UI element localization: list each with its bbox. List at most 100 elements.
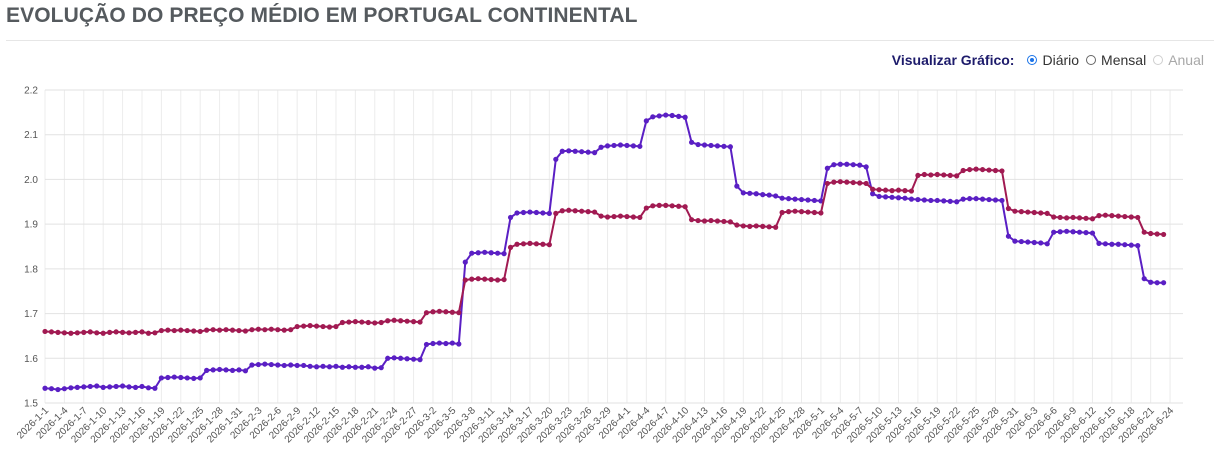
data-point xyxy=(954,199,960,205)
data-point xyxy=(320,323,326,330)
data-point xyxy=(1096,240,1102,246)
data-point xyxy=(844,179,850,185)
data-point xyxy=(339,364,346,370)
data-point xyxy=(1102,212,1109,218)
data-point xyxy=(928,197,934,204)
data-point xyxy=(656,202,662,208)
data-point xyxy=(1025,209,1031,215)
data-point xyxy=(889,194,895,200)
data-point xyxy=(598,213,604,219)
data-point xyxy=(1096,213,1102,219)
data-point xyxy=(443,309,449,315)
data-point xyxy=(1148,230,1154,237)
data-point xyxy=(423,310,430,316)
data-point xyxy=(417,357,423,363)
data-point xyxy=(992,197,999,203)
data-point xyxy=(876,193,882,200)
radio-mensal[interactable] xyxy=(1086,55,1097,65)
data-point xyxy=(495,277,501,283)
data-point xyxy=(184,327,190,334)
data-point xyxy=(352,319,358,325)
data-point xyxy=(249,327,255,333)
data-point xyxy=(604,143,611,149)
data-point xyxy=(908,196,915,202)
data-point xyxy=(824,180,830,187)
radio-option-diario[interactable]: Diário xyxy=(1027,52,1079,68)
data-point xyxy=(934,171,940,178)
data-point xyxy=(313,364,320,370)
data-point xyxy=(326,324,333,330)
data-point xyxy=(346,364,352,370)
data-point xyxy=(527,240,533,246)
data-point xyxy=(158,327,164,334)
data-point xyxy=(242,328,249,334)
data-point xyxy=(365,364,371,370)
data-point xyxy=(895,195,902,201)
data-point xyxy=(870,186,876,192)
data-point xyxy=(398,318,404,324)
data-point xyxy=(255,361,261,368)
data-point xyxy=(850,179,856,186)
data-point xyxy=(1109,213,1115,219)
data-point xyxy=(171,374,177,380)
data-point xyxy=(999,197,1005,204)
y-tick-label: 1.5 xyxy=(24,399,38,410)
data-point xyxy=(229,367,236,373)
data-point xyxy=(682,114,688,120)
data-point xyxy=(288,327,294,333)
data-point xyxy=(507,244,514,250)
data-point xyxy=(721,218,727,225)
radio-mensal-label: Mensal xyxy=(1101,52,1147,68)
data-point xyxy=(501,251,507,257)
data-point xyxy=(747,190,753,196)
data-point xyxy=(1115,241,1121,247)
page-title: EVOLUÇÃO DO PREÇO MÉDIO EM PORTUGAL CONT… xyxy=(6,4,638,27)
data-point xyxy=(650,203,656,209)
data-point xyxy=(423,341,430,348)
data-point xyxy=(87,329,93,335)
data-point xyxy=(766,192,772,198)
radio-option-mensal[interactable]: Mensal xyxy=(1086,52,1146,68)
radio-diario[interactable] xyxy=(1027,55,1038,65)
data-point xyxy=(236,327,242,334)
data-point xyxy=(902,188,908,194)
data-point xyxy=(960,167,966,174)
data-point xyxy=(385,355,391,361)
data-point xyxy=(870,191,876,197)
data-point xyxy=(158,375,164,381)
view-label: Visualizar Gráfico: xyxy=(891,52,1015,68)
data-point xyxy=(721,143,727,149)
data-point xyxy=(204,327,210,333)
data-point xyxy=(967,196,973,202)
data-point xyxy=(714,218,721,224)
data-point xyxy=(475,250,481,256)
data-point xyxy=(637,143,643,149)
data-point xyxy=(999,168,1005,174)
data-point xyxy=(753,191,759,197)
data-point xyxy=(307,363,313,369)
data-point xyxy=(533,209,540,216)
data-point xyxy=(527,209,533,215)
data-point xyxy=(165,374,171,381)
data-point xyxy=(339,319,346,326)
data-point xyxy=(1031,239,1037,246)
data-point xyxy=(973,166,979,172)
data-point xyxy=(1083,215,1089,221)
data-point xyxy=(1038,210,1044,216)
data-point xyxy=(863,164,869,170)
data-point xyxy=(908,188,915,194)
data-point xyxy=(844,161,850,167)
data-point xyxy=(268,361,274,368)
data-point xyxy=(714,143,721,149)
data-point xyxy=(546,210,552,217)
data-point xyxy=(1012,238,1018,244)
data-point xyxy=(954,173,960,179)
data-point xyxy=(760,223,766,229)
data-point xyxy=(443,340,449,347)
data-point xyxy=(1018,238,1024,245)
data-point xyxy=(540,210,546,216)
data-point xyxy=(708,142,714,149)
y-tick-label: 2.2 xyxy=(24,86,38,97)
data-point xyxy=(294,362,300,369)
data-point xyxy=(1083,230,1089,236)
